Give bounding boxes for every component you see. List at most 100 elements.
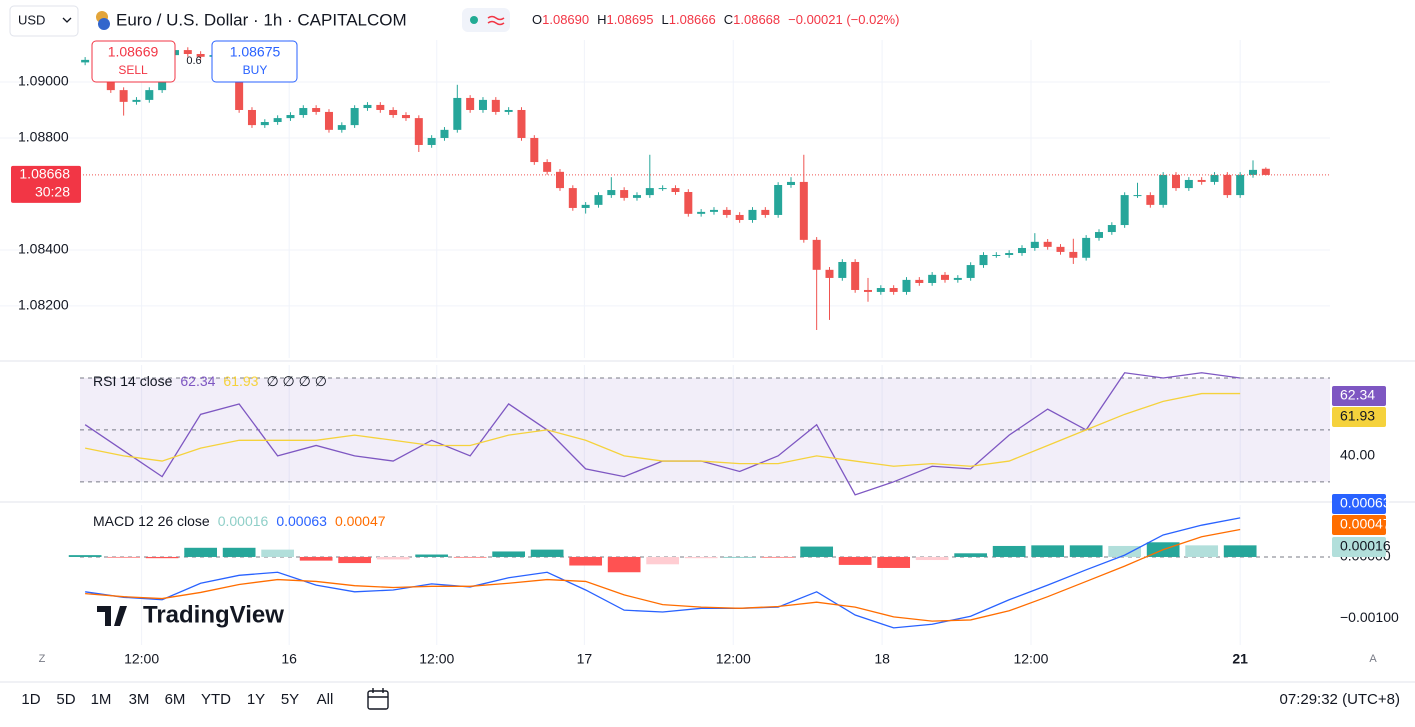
buy-button[interactable]	[211, 40, 298, 83]
macd-histogram-bar	[1069, 545, 1103, 557]
logo-mark	[97, 606, 127, 626]
candle-body	[530, 137, 539, 163]
sell-button[interactable]	[91, 40, 176, 83]
candle-body	[1133, 195, 1142, 197]
candle-body	[928, 274, 937, 283]
candle-body	[1197, 179, 1206, 182]
ohlc-change: −0.00021 (−0.02%)	[788, 12, 899, 27]
range-button[interactable]: 6M	[165, 691, 186, 708]
x-tick-label: 12:00	[124, 651, 159, 667]
symbol-title[interactable]: Euro / U.S. Dollar · 1h · CAPITALCOM	[116, 10, 407, 29]
candle-body	[1223, 174, 1232, 196]
last-price-label: 1.08668	[19, 166, 70, 182]
range-button[interactable]: 3M	[129, 691, 150, 708]
scale-button[interactable]: A	[1369, 653, 1377, 665]
macd-histogram-bar	[376, 556, 410, 560]
last-value-label: 62.34	[1340, 387, 1375, 403]
candle-body	[401, 115, 410, 119]
candle-body	[1159, 174, 1168, 205]
macd-histogram-bar	[1223, 545, 1257, 557]
range-button[interactable]: 1D	[21, 691, 40, 708]
legend-value: 0.00063	[276, 513, 327, 529]
chevron	[62, 17, 72, 23]
last-value-label: 0.00063	[1340, 495, 1391, 511]
macd-histogram-bar	[338, 556, 372, 564]
last-value-badge	[1332, 494, 1386, 514]
candle-body	[940, 274, 949, 280]
spread: 0.6	[186, 55, 201, 67]
candle-body	[1184, 179, 1193, 189]
legend-value: 62.34	[180, 373, 215, 389]
last-value-label: 0.00016	[1340, 538, 1391, 554]
candle-body	[286, 115, 295, 119]
macd-histogram-bar	[530, 549, 564, 557]
x-tick-label: 12:00	[1013, 651, 1048, 667]
candle-body	[466, 97, 475, 110]
scale-button[interactable]: Z	[39, 653, 46, 665]
range-button[interactable]: 1M	[91, 691, 112, 708]
last-value-label: 61.93	[1340, 408, 1375, 424]
candle-body	[260, 122, 269, 126]
candle-body	[825, 269, 834, 278]
macd-histogram-bar	[800, 546, 834, 557]
approx-icon	[487, 15, 505, 26]
macd-histogram-bar	[492, 551, 526, 557]
y-tick-label: 1.08200	[18, 297, 69, 313]
indicator-title: MACD 12 26 close	[93, 513, 210, 529]
candle-body	[196, 53, 205, 57]
candle-body	[363, 104, 372, 109]
candle-body	[1171, 174, 1180, 189]
status-dot	[470, 16, 478, 24]
last-value-badge	[1332, 537, 1386, 557]
sell-label: SELL	[118, 63, 148, 77]
candle-body	[966, 265, 975, 278]
currency: USD	[18, 12, 45, 27]
indicator-line	[85, 528, 1241, 622]
macd-histogram-bar	[838, 556, 872, 565]
indicator-line	[85, 517, 1241, 629]
x-tick-label: 17	[577, 651, 593, 667]
candle-body	[594, 195, 603, 205]
last-value-badge	[1332, 407, 1386, 427]
candle-body	[992, 254, 1001, 256]
range-button[interactable]: 5Y	[281, 691, 299, 708]
candle-body	[838, 261, 847, 278]
candle-body	[324, 111, 333, 130]
candle-body	[543, 162, 552, 172]
date-range-icon[interactable]	[367, 688, 389, 710]
candle-body	[812, 239, 821, 270]
candle-body	[658, 188, 667, 190]
logo-text: TradingView	[143, 601, 284, 628]
y-tick-label: 1.08800	[18, 129, 69, 145]
candle-body	[1005, 253, 1014, 255]
candle-body	[1030, 241, 1039, 248]
candle-body	[607, 190, 616, 196]
y-tick-label: 40.00	[1340, 447, 1375, 463]
legend-value: 61.93	[223, 373, 258, 389]
range-button[interactable]: 5D	[56, 691, 75, 708]
candle-body	[1082, 237, 1091, 258]
candle-body	[414, 118, 423, 145]
range-button[interactable]: 1Y	[247, 691, 265, 708]
candle-body	[1236, 174, 1245, 196]
ohlc-value: 1.08668	[733, 12, 780, 27]
candle-body	[235, 59, 244, 110]
candle-body	[299, 108, 308, 116]
candle-body	[876, 288, 885, 292]
clock: 07:29:32 (UTC+8)	[1280, 691, 1400, 708]
candle-body	[863, 289, 872, 292]
range-button[interactable]: YTD	[201, 691, 231, 708]
market-status[interactable]	[462, 8, 510, 32]
range-button[interactable]: All	[317, 691, 334, 708]
macd-histogram-bar	[145, 556, 179, 559]
candle-body	[119, 90, 128, 102]
candle-body	[799, 181, 808, 240]
indicator-title: RSI 14 close	[93, 373, 173, 389]
macd-histogram-bar	[684, 556, 718, 559]
sell-price: 1.08669	[108, 44, 159, 60]
x-tick-label: 12:00	[419, 651, 454, 667]
currency-select[interactable]	[9, 5, 79, 37]
candle-body	[183, 50, 192, 54]
ohlc-value: 1.08695	[607, 12, 654, 27]
ohlc-value: 1.08666	[669, 12, 716, 27]
